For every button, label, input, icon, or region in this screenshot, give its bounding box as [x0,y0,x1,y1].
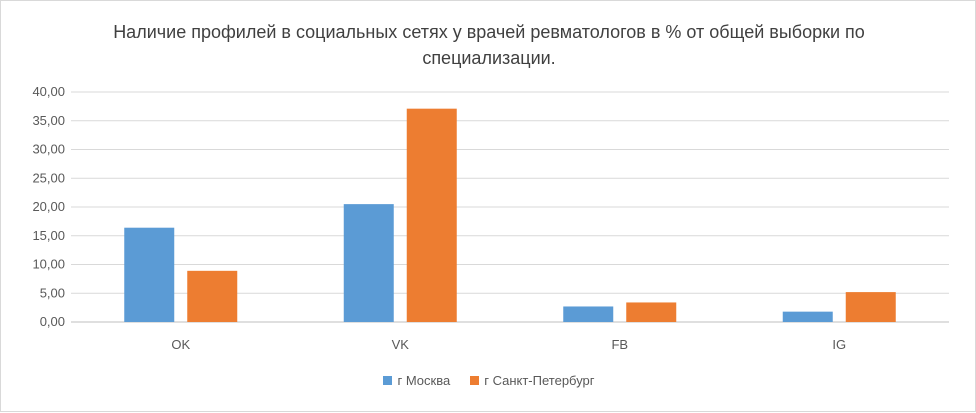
legend-item-moscow: г Москва [383,373,450,388]
chart-title: Наличие профилей в социальных сетях у вр… [113,22,865,68]
x-tick-label: OK [171,337,190,352]
bar-ok-series-1 [187,270,238,322]
x-tick-label: FB [611,337,628,352]
x-tick-label: IG [832,337,846,352]
y-tick-label: 40,00 [32,84,65,99]
y-tick-label: 10,00 [32,257,65,272]
y-tick-label: 20,00 [32,199,65,214]
y-tick-label: 15,00 [32,228,65,243]
legend: г Москва г Санкт-Петербург [1,373,976,388]
legend-label-spb: г Санкт-Петербург [484,373,595,388]
y-tick-label: 35,00 [32,113,65,128]
bar-ok-series-0 [124,227,175,322]
legend-swatch-moscow [383,376,393,385]
y-tick-label: 30,00 [32,142,65,157]
bar-ig-series-0 [782,311,833,322]
bar-fb-series-0 [563,306,614,322]
bar-vk-series-1 [406,108,457,322]
legend-item-spb: г Санкт-Петербург [470,373,595,388]
bar-ig-series-1 [845,292,896,322]
y-tick-label: 0,00 [40,314,65,329]
legend-label-moscow: г Москва [397,373,451,388]
bar-fb-series-1 [626,302,677,322]
y-tick-label: 25,00 [32,170,65,185]
x-tick-label: VK [392,337,410,352]
y-tick-label: 5,00 [40,285,65,300]
legend-swatch-spb [470,376,480,385]
bar-vk-series-0 [343,204,394,322]
